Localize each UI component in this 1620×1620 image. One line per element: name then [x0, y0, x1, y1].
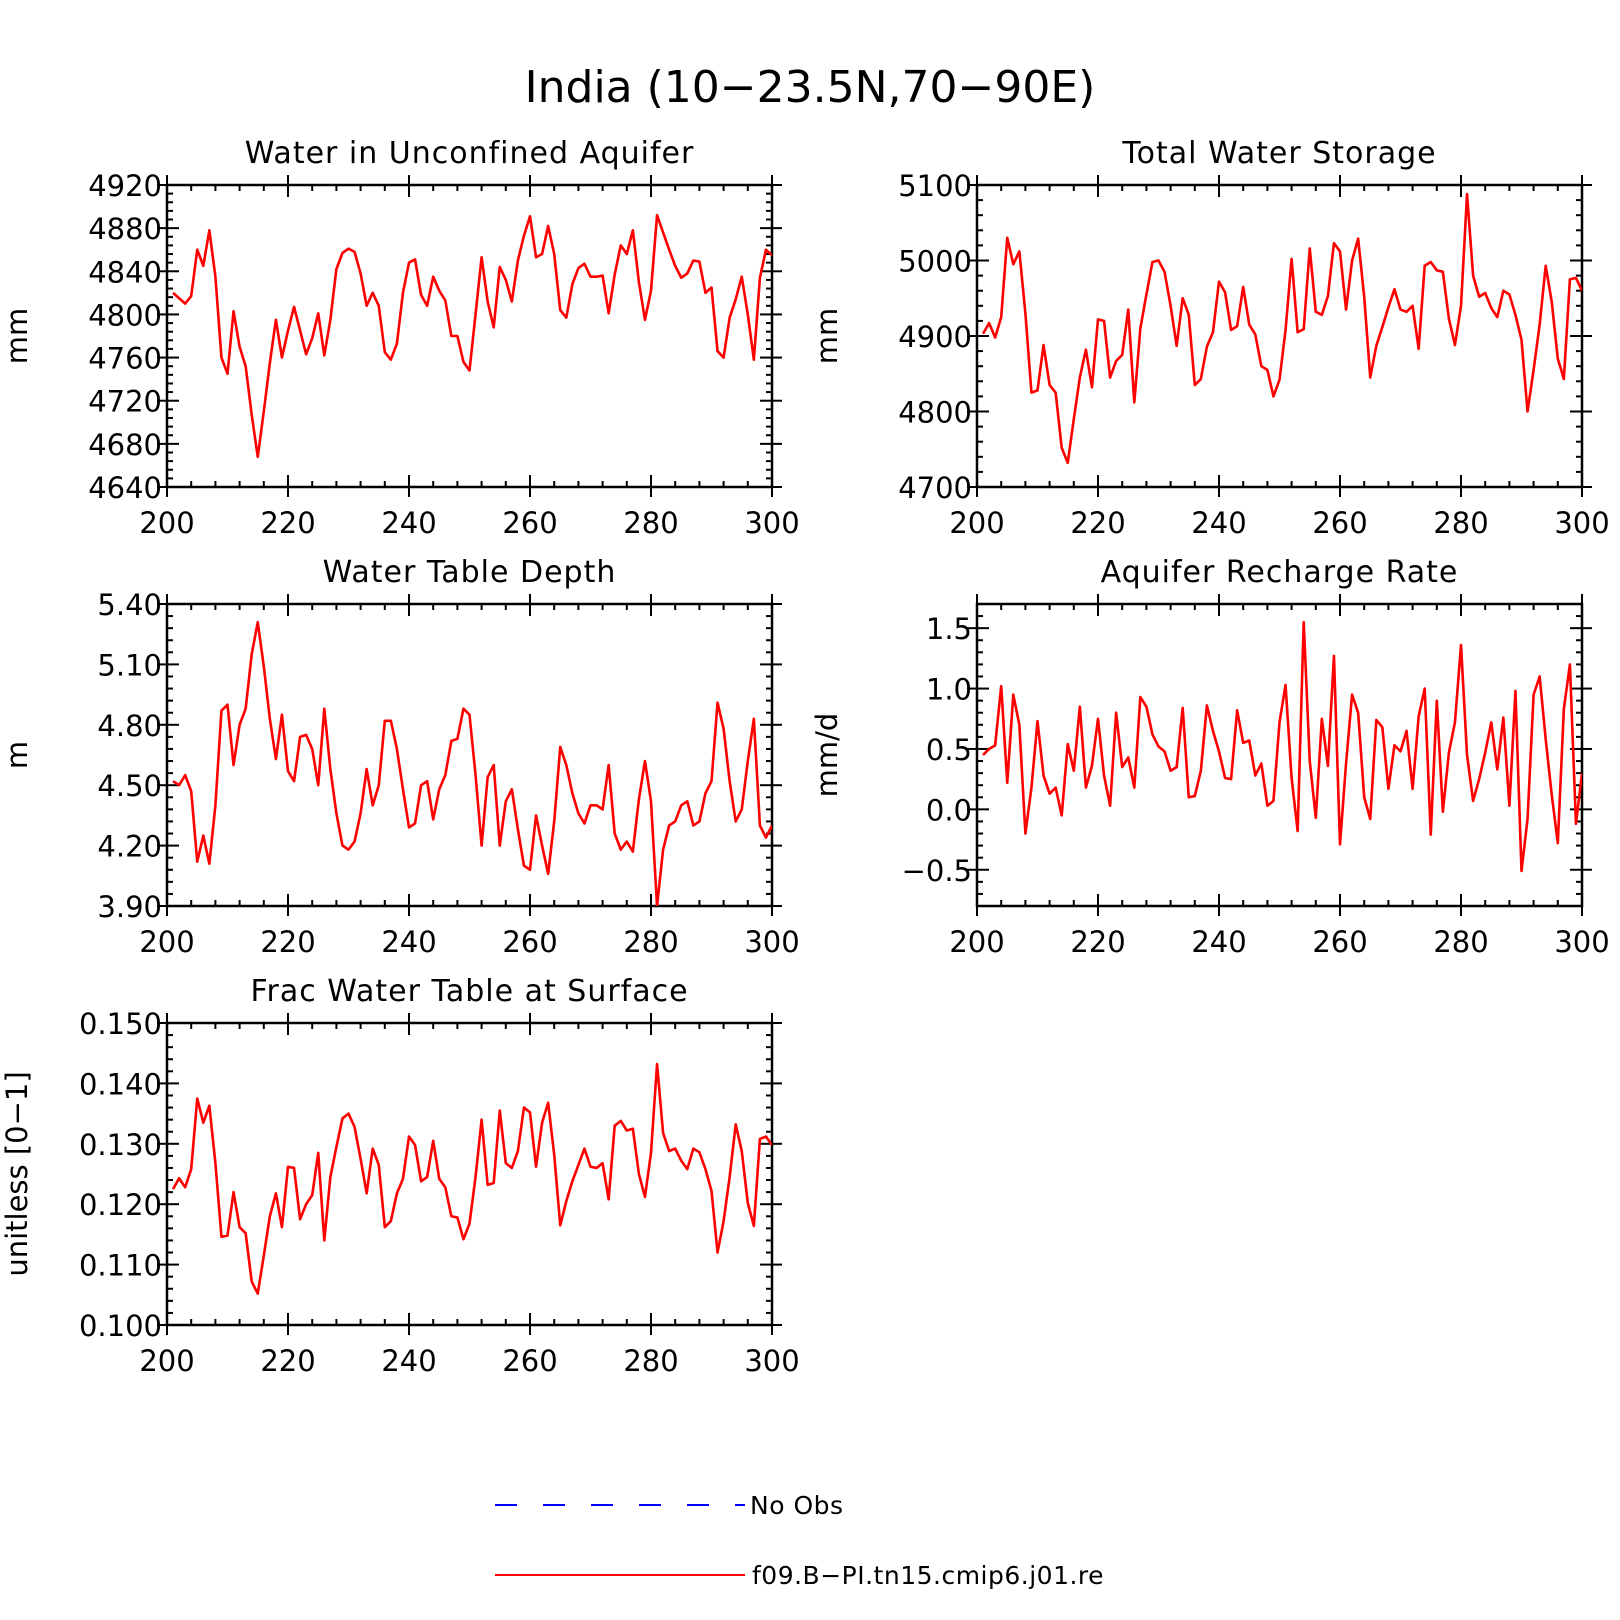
y-tick-label: 4.50	[97, 769, 162, 803]
y-tick-label: 5100	[898, 169, 972, 203]
x-tick-label: 200	[139, 506, 194, 540]
y-tick-label: 5.10	[97, 648, 162, 682]
y-tick-label: 4800	[88, 298, 162, 332]
x-tick-label: 240	[1191, 506, 1246, 540]
y-tick-label: 4.80	[97, 709, 162, 743]
x-tick-label: 200	[139, 1344, 194, 1378]
panel-title: Frac Water Table at Surface	[250, 974, 688, 1009]
x-tick-label: 260	[502, 925, 557, 959]
y-tick-label: 4640	[88, 471, 162, 505]
y-axis-label: unitless [0−1]	[0, 1071, 34, 1276]
x-tick-label: 300	[744, 925, 799, 959]
y-tick-label: 5000	[898, 245, 972, 279]
x-tick-label: 200	[139, 925, 194, 959]
y-tick-label: 0.130	[79, 1128, 162, 1162]
series-line	[982, 620, 1582, 873]
legend-label-no-obs: No Obs	[750, 1491, 844, 1520]
y-axis-label: m	[0, 741, 34, 769]
y-tick-label: 0.150	[79, 1007, 162, 1041]
y-tick-label: 0.5	[926, 733, 972, 767]
y-tick-label: 0.100	[79, 1309, 162, 1343]
x-tick-label: 300	[1554, 506, 1609, 540]
x-tick-label: 300	[744, 506, 799, 540]
axis-group: 200 220 240 260 280 300 0.100 0.110 0.120 0.130 0.…	[79, 1007, 800, 1378]
plot-frame	[975, 183, 1584, 489]
x-tick-label: 220	[260, 925, 315, 959]
x-tick-label: 240	[1191, 925, 1246, 959]
y-tick-label: 4800	[898, 396, 972, 430]
panel-aquifer-recharge-rate: 200 220 240 260 280 300 −0.5 0.0 0.5 1.0 1.5 Aquife…	[810, 555, 1610, 959]
x-tick-label: 240	[381, 1344, 436, 1378]
x-tick-label: 220	[260, 506, 315, 540]
y-tick-label: 4720	[88, 385, 162, 419]
figure-title: India (10−23.5N,70−90E)	[525, 62, 1096, 113]
y-tick-label: 4.20	[97, 830, 162, 864]
y-tick-label: 0.140	[79, 1067, 162, 1101]
series-line	[172, 620, 772, 906]
x-tick-label: 200	[949, 506, 1004, 540]
axis-group: 200 220 240 260 280 300 −0.5 0.0 0.5 1.0 1.5	[902, 594, 1610, 959]
x-tick-label: 300	[744, 1344, 799, 1378]
axis-group: 200 220 240 260 280 300 3.90 4.20 4.50 4.80 5.10 5.…	[97, 588, 799, 959]
x-tick-label: 220	[1070, 506, 1125, 540]
y-axis-label: mm/d	[810, 713, 844, 798]
panel-total-water-storage: 200 220 240 260 280 300 4700 4800 4900 5000 5100 To…	[810, 136, 1610, 540]
y-tick-label: 4920	[88, 169, 162, 203]
axis-group: 200 220 240 260 280 300 4640 4680 4720 4760 4800 48…	[88, 169, 799, 540]
plot-frame	[165, 183, 774, 489]
y-tick-label: 0.0	[926, 793, 972, 827]
y-tick-label: 4840	[88, 255, 162, 289]
x-tick-label: 280	[1433, 925, 1488, 959]
panel-water-in-unconfined-aquifer: 200 220 240 260 280 300 4640 4680 4720 4760 4800 48…	[0, 136, 800, 540]
series-line	[172, 213, 772, 459]
y-tick-label: 3.90	[97, 890, 162, 924]
panel-frac-water-table-at-surface: 200 220 240 260 280 300 0.100 0.110 0.120 0.130 0.…	[0, 974, 800, 1378]
panel-title: Water Table Depth	[323, 555, 617, 590]
panel-title: Water in Unconfined Aquifer	[245, 136, 695, 171]
series-line	[981, 192, 1582, 465]
y-tick-label: 0.110	[79, 1249, 162, 1283]
x-tick-label: 260	[502, 506, 557, 540]
x-tick-label: 260	[1312, 925, 1367, 959]
y-tick-label: 0.120	[79, 1188, 162, 1222]
panel-title: Aquifer Recharge Rate	[1101, 555, 1459, 590]
x-tick-label: 300	[1554, 925, 1609, 959]
plot-frame	[975, 602, 1584, 908]
axis-group: 200 220 240 260 280 300 4700 4800 4900 5000 5100	[898, 169, 1609, 540]
series-line	[171, 1062, 772, 1295]
x-tick-label: 280	[623, 506, 678, 540]
x-tick-label: 280	[623, 1344, 678, 1378]
y-tick-label: 4760	[88, 342, 162, 376]
x-tick-label: 240	[381, 506, 436, 540]
panel-water-table-depth: 200 220 240 260 280 300 3.90 4.20 4.50 4.80 5.10 5.…	[0, 555, 800, 959]
x-tick-label: 260	[502, 1344, 557, 1378]
y-axis-label: mm	[810, 308, 844, 365]
legend: No Obs f09.B−PI.tn15.cmip6.j01.re	[495, 1491, 1104, 1590]
x-tick-label: 240	[381, 925, 436, 959]
x-tick-label: 260	[1312, 506, 1367, 540]
y-tick-label: −0.5	[902, 854, 972, 888]
y-tick-label: 1.0	[926, 673, 972, 707]
y-axis-label: mm	[0, 308, 34, 365]
y-tick-label: 5.40	[97, 588, 162, 622]
x-tick-label: 220	[260, 1344, 315, 1378]
plot-frame	[165, 1021, 774, 1327]
legend-label-model: f09.B−PI.tn15.cmip6.j01.re	[752, 1561, 1104, 1590]
y-tick-label: 4900	[898, 320, 972, 354]
x-tick-label: 280	[1433, 506, 1488, 540]
x-tick-label: 200	[949, 925, 1004, 959]
x-tick-label: 220	[1070, 925, 1125, 959]
plot-frame	[165, 602, 774, 908]
y-tick-label: 4680	[88, 428, 162, 462]
y-tick-label: 4880	[88, 212, 162, 246]
x-tick-label: 280	[623, 925, 678, 959]
y-tick-label: 4700	[898, 471, 972, 505]
panel-title: Total Water Storage	[1121, 136, 1436, 171]
y-tick-label: 1.5	[926, 612, 972, 646]
